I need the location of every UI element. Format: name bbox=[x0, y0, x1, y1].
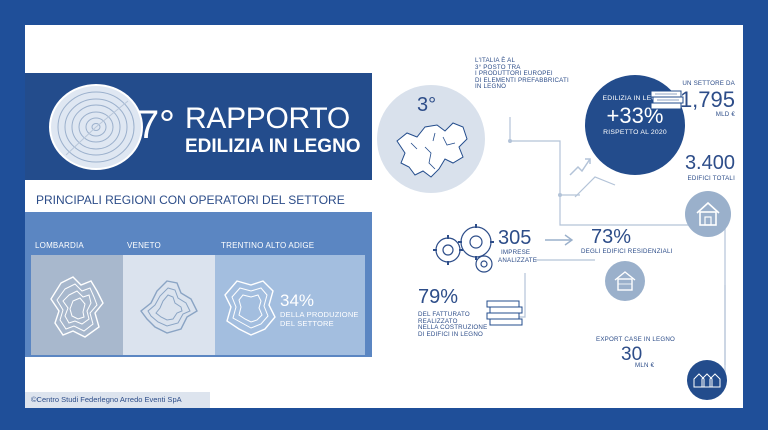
region-veneto-label: VENETO bbox=[127, 241, 161, 250]
companies-label-2: ANALIZZATE bbox=[498, 257, 538, 264]
growth-arrow-icon bbox=[569, 158, 591, 176]
credit-badge bbox=[25, 392, 210, 408]
regions-share-label-1: DELLA PRODUZIONE bbox=[280, 310, 359, 319]
buildings-label: EDIFICI TOTALI bbox=[687, 175, 735, 182]
region-trentino-label: TRENTINO ALTO ADIGE bbox=[221, 241, 315, 250]
italy-rank-line-1: L'ITALIA È AL bbox=[475, 57, 516, 64]
arrow-right-icon bbox=[545, 234, 574, 246]
wood-log-icon bbox=[49, 84, 143, 170]
europe-map-icon bbox=[396, 122, 468, 178]
report-number: 7° bbox=[137, 103, 175, 147]
money-stack-icon bbox=[650, 90, 684, 110]
regions-share-label-2: DEL SETTORE bbox=[280, 319, 334, 328]
region-veneto-tile bbox=[123, 255, 215, 355]
report-title: RAPPORTO bbox=[185, 102, 350, 135]
italy-rank-badge: 3° bbox=[417, 94, 437, 116]
buildings-value: 3.400 bbox=[684, 152, 735, 174]
italy-rank-line-3: I PRODUTTORI EUROPEI bbox=[475, 70, 553, 77]
residential-value: 73% bbox=[591, 226, 632, 248]
region-lombardia-tile bbox=[31, 255, 123, 355]
residential-circle bbox=[605, 261, 645, 301]
regions-share-value: 34% bbox=[280, 291, 315, 310]
export-label: EXPORT CASE IN LEGNO bbox=[596, 336, 676, 343]
revenue-line-1: DEL FATTURATO bbox=[418, 311, 470, 318]
credit-text: ©Centro Studi Federlegno Arredo Eventi S… bbox=[31, 395, 182, 404]
growth-subtitle: RISPETTO AL 2020 bbox=[603, 129, 667, 136]
italy-rank-line-4: DI ELEMENTI PREFABBRICATI bbox=[475, 76, 569, 84]
sector-unit: MLD € bbox=[715, 111, 735, 118]
infographic-canvas: 7° RAPPORTO EDILIZIA IN LEGNO PRINCIPALI… bbox=[25, 25, 743, 408]
sector-label: UN SETTORE DA bbox=[682, 80, 735, 87]
italy-rank-text: L'ITALIA È AL 3° POSTO TRA I PRODUTTORI … bbox=[475, 57, 595, 91]
house-icon bbox=[696, 201, 720, 226]
export-value: 30 bbox=[621, 344, 643, 365]
growth-value: +33% bbox=[606, 103, 664, 128]
report-subtitle: EDILIZIA IN LEGNO bbox=[185, 136, 361, 157]
revenue-value: 79% bbox=[418, 286, 459, 308]
export-houses-icon bbox=[693, 373, 721, 388]
companies-label-1: IMPRESE bbox=[501, 249, 531, 256]
revenue-text: DEL FATTURATO REALIZZATO NELLA COSTRUZIO… bbox=[418, 311, 508, 338]
house-circle bbox=[685, 191, 731, 237]
revenue-line-2: REALIZZATO bbox=[418, 317, 458, 325]
veneto-map-icon bbox=[140, 280, 198, 334]
italy-rank-line-5: IN LEGNO bbox=[475, 83, 507, 90]
revenue-line-4: DI EDIFICI IN LEGNO bbox=[418, 330, 483, 338]
revenue-line-3: NELLA COSTRUZIONE bbox=[418, 324, 488, 331]
sector-value: 1,795 bbox=[679, 87, 735, 112]
residential-label: DEGLI EDIFICI RESIDENZIALI bbox=[581, 248, 673, 255]
italy-rank-line-2: 3° POSTO TRA bbox=[475, 63, 521, 71]
export-unit: MLN € bbox=[635, 362, 655, 369]
growth-label: EDILIZIA IN LEGNO bbox=[602, 95, 668, 102]
regions-heading: PRINCIPALI REGIONI CON OPERATORI DEL SET… bbox=[36, 193, 345, 207]
lombardia-map-icon bbox=[50, 276, 104, 338]
residential-house-icon bbox=[614, 271, 636, 291]
companies-value: 305 bbox=[498, 227, 532, 249]
revenue-money-icon bbox=[486, 300, 523, 326]
gears-icon bbox=[433, 224, 494, 273]
region-lombardia-label: LOMBARDIA bbox=[35, 241, 84, 250]
trentino-map-icon bbox=[224, 280, 276, 336]
